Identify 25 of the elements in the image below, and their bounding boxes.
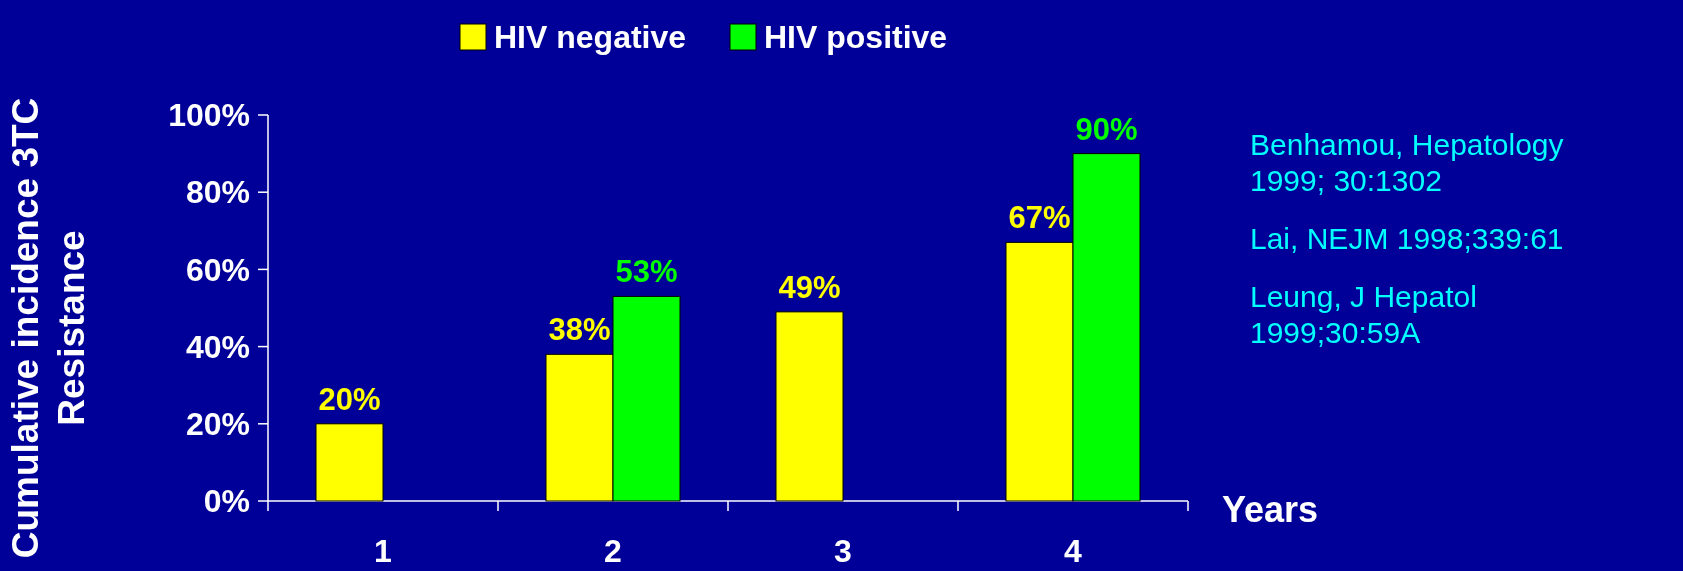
text: Lai, NEJM 1998;339:61 [1250,222,1564,255]
data-label: 38% [548,312,611,348]
bar [775,311,844,502]
data-label: 49% [778,269,841,305]
y-tick-label: 80% [185,174,250,211]
text: Benhamou, Hepatology 1999; 30:1302 [1250,128,1564,197]
x-tick-label: 3 [834,533,852,569]
y-tick-label: 20% [185,406,250,442]
x-tick-label: 4 [1064,533,1083,569]
data-label: 67% [1008,200,1071,236]
x-tick-label: 2 [604,533,622,569]
y-tick-label: 100% [168,97,250,134]
bar [315,423,384,502]
y-tick-label: 40% [185,328,250,365]
y-axis-title: Cumulative incidence 3TC Resistance [5,97,92,559]
text: Leung, J Hepatol 1999;30:59A [1250,280,1477,349]
data-label: 90% [1075,111,1138,147]
x-tick-label: 1 [374,533,392,569]
legend-label: HIV positive [764,19,948,55]
data-label: 20% [318,381,381,417]
x-axis-title: Years [1222,489,1319,530]
y-tick-label: 60% [185,251,250,288]
data-label: 53% [615,254,678,290]
y-tick-label: 0% [203,483,250,520]
legend-label: HIV negative [494,19,687,55]
